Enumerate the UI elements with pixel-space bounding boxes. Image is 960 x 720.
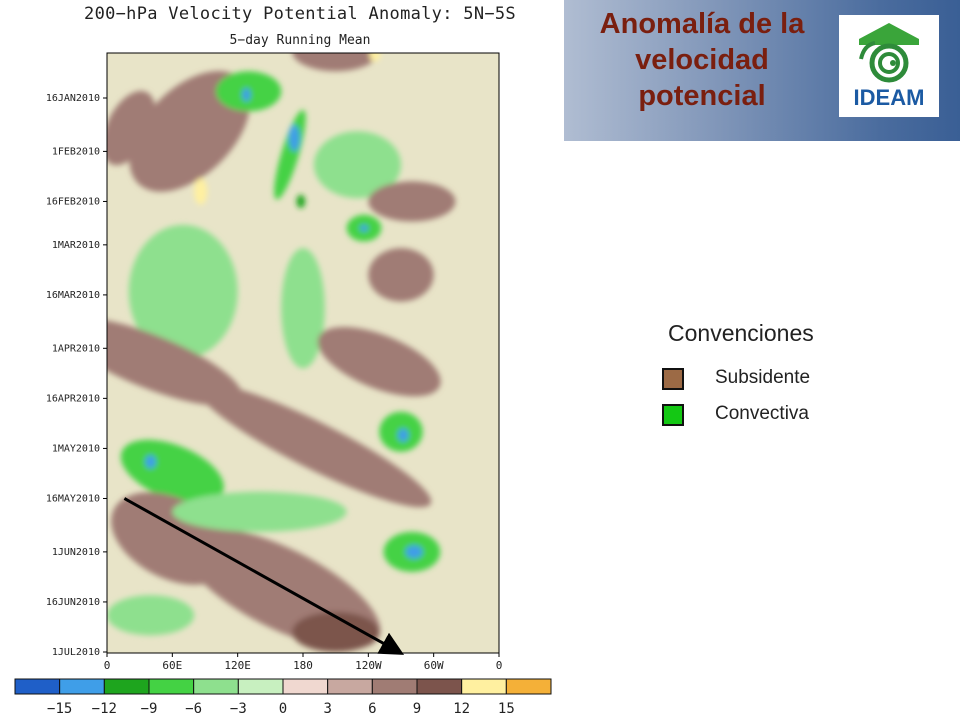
y-tick-label: 16APR2010 <box>46 393 100 404</box>
chart-subtitle: 5−day Running Mean <box>229 33 371 48</box>
y-tick-label: 1APR2010 <box>52 343 100 354</box>
anomaly-feature <box>359 224 369 232</box>
anomaly-feature <box>317 326 441 397</box>
colorbar-tick-label: 6 <box>368 701 376 717</box>
legend-swatch <box>662 404 684 426</box>
y-tick-label: 16JAN2010 <box>46 93 100 104</box>
colorbar-segment <box>416 678 463 695</box>
y-tick-label: 1MAY2010 <box>52 443 100 454</box>
anomaly-feature <box>397 428 409 442</box>
logo-text: IDEAM <box>853 85 925 110</box>
colorbar-tick-label: 0 <box>279 701 287 717</box>
colorbar-segment <box>327 678 373 695</box>
y-tick-label: 1MAR2010 <box>52 240 100 251</box>
colorbar-segment <box>59 678 105 695</box>
anomaly-feature <box>288 124 300 152</box>
chart-title: 200−hPa Velocity Potential Anomaly: 5N−5… <box>84 4 516 24</box>
anomaly-feature <box>107 90 156 166</box>
colorbar-tick-label: −15 <box>47 701 72 717</box>
legend-title: Convenciones <box>668 320 814 346</box>
y-tick-label: 16JUN2010 <box>46 597 100 608</box>
anomaly-feature <box>172 491 347 532</box>
anomaly-feature <box>242 87 251 102</box>
anomaly-feature <box>128 224 238 359</box>
anomaly-feature <box>296 194 306 209</box>
colorbar-segment <box>193 678 239 695</box>
anomaly-feature <box>369 53 381 62</box>
colorbar-tick-label: 15 <box>498 701 515 717</box>
anomaly-feature <box>292 611 380 652</box>
slide-title-line: potencial <box>638 80 766 112</box>
anomaly-feature <box>194 178 208 205</box>
anomaly-feature <box>292 53 380 72</box>
colorbar-tick-label: 9 <box>413 701 421 717</box>
anomaly-feature <box>405 545 423 559</box>
y-tick-label: 16FEB2010 <box>46 196 100 207</box>
colorbar-tick-label: −3 <box>230 701 247 717</box>
colorbar-segment <box>461 678 507 695</box>
legend-label: Subsidente <box>715 367 811 388</box>
x-tick-label: 120E <box>224 659 251 672</box>
colorbar-tick-label: −6 <box>185 701 202 717</box>
anomaly-feature <box>368 181 456 222</box>
y-tick-label: 1FEB2010 <box>52 146 100 157</box>
colorbar-segment <box>505 678 552 695</box>
x-tick-label: 180 <box>293 659 313 672</box>
y-tick-label: 16MAY2010 <box>46 493 100 504</box>
colorbar-segment <box>237 678 284 695</box>
colorbar-tick-label: 3 <box>323 701 331 717</box>
legend-label: Convectiva <box>715 403 809 424</box>
x-tick-label: 120W <box>355 659 382 672</box>
ideam-logo: IDEAM <box>839 15 939 117</box>
anomaly-feature <box>120 439 224 504</box>
slide-title-line: Anomalía de la <box>599 8 805 40</box>
x-axis: 0 60E 120E 180 120W 60W 0 <box>104 653 503 672</box>
y-tick-label: 16MAR2010 <box>46 290 100 301</box>
slide-title-line: velocidad <box>635 44 769 76</box>
anomaly-feature <box>196 382 432 508</box>
slide-title: Anomalía de la velocidad potencial <box>568 6 836 114</box>
colorbar-segment <box>148 678 195 695</box>
y-tick-label: 1JUL2010 <box>52 647 100 658</box>
y-tick-label: 1JUN2010 <box>52 547 100 558</box>
trend-arrow <box>123 497 405 655</box>
anomaly-feature <box>145 455 156 469</box>
x-tick-label: 0 <box>496 659 503 672</box>
y-axis: 16JAN2010 1FEB2010 16FEB2010 1MAR2010 16MAR2… <box>46 93 107 658</box>
x-tick-label: 60E <box>162 659 182 672</box>
colorbar: −15 −12 −9 −6 −3 0 3 6 9 12 15 <box>14 678 552 717</box>
swirl-icon <box>859 23 919 83</box>
anomaly-feature <box>368 248 434 302</box>
heatmap-field <box>107 53 499 653</box>
legend-swatch <box>662 368 684 390</box>
colorbar-tick-label: 12 <box>453 701 470 717</box>
colorbar-segment <box>282 678 329 695</box>
anomaly-feature <box>107 317 243 406</box>
anomaly-feature <box>107 595 195 636</box>
x-tick-label: 0 <box>104 659 111 672</box>
anomaly-feature <box>281 248 325 369</box>
anomaly-feature <box>129 70 251 192</box>
x-tick-label: 60W <box>424 659 444 672</box>
colorbar-segment <box>371 678 418 695</box>
colorbar-segment <box>103 678 150 695</box>
anomaly-feature <box>313 131 402 199</box>
colorbar-tick-label: −9 <box>141 701 158 717</box>
colorbar-tick-label: −12 <box>92 701 117 717</box>
colorbar-segment <box>14 678 61 695</box>
